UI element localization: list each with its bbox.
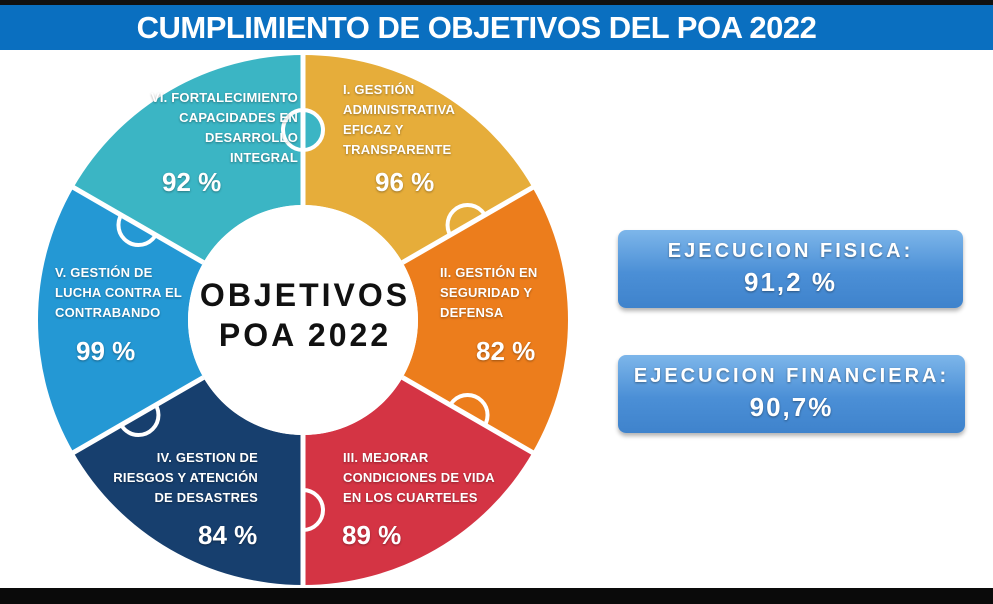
center-line-2: POA 2022 [218, 317, 392, 353]
segment-6-piece [73, 55, 303, 263]
segment-divider [401, 375, 536, 456]
segment-4-value: 84 % [198, 520, 258, 550]
segment-divider [401, 184, 536, 265]
segment-6-label: VI. FORTALECIMIENTO CAPACIDADES EN DESAR… [150, 90, 298, 165]
center-line-1: OBJETIVOS [199, 277, 411, 313]
ejecucion-fisica-value: 91,2 % [744, 267, 837, 297]
segment-3-value: 89 % [342, 520, 402, 550]
segment-1-label: I. GESTIÓN ADMINISTRATIVA EFICAZ Y TRANS… [343, 82, 456, 157]
ejecucion-fisica-label: EJECUCION FISICA: [667, 240, 914, 262]
center-title: OBJETIVOS POA 2022 [190, 275, 420, 355]
center-circle [188, 205, 418, 435]
segment-2-label: II. GESTIÓN EN SEGURIDAD Y DEFENSA [440, 265, 538, 320]
segment-2-piece [402, 187, 568, 453]
bottom-strip [0, 588, 993, 604]
segment-5-value: 99 % [76, 336, 136, 366]
segment-1-value: 96 % [375, 167, 435, 197]
ejecucion-financiera-value: 90,7% [749, 392, 834, 422]
segment-3-piece [303, 377, 533, 585]
segment-5-piece [37, 187, 204, 453]
segment-divider [70, 184, 205, 265]
ejecucion-financiera-label: EJECUCION FINANCIERA: [633, 365, 950, 387]
ejecucion-financiera-box: EJECUCION FINANCIERA: 90,7% [618, 355, 965, 433]
ejecucion-fisica-box: EJECUCION FISICA: 91,2 % [618, 230, 963, 308]
segment-divider [70, 375, 205, 456]
segment-5-label: V. GESTIÓN DE LUCHA CONTRA EL CONTRABAND… [55, 265, 182, 320]
top-strip [0, 0, 993, 5]
page-title: CUMPLIMIENTO DE OBJETIVOS DEL POA 2022 [136, 10, 817, 45]
segment-6-value: 92 % [162, 167, 222, 197]
segment-2-value: 82 % [476, 336, 536, 366]
segment-4-label: IV. GESTION DE RIESGOS Y ATENCIÓN DE DES… [113, 450, 258, 505]
segment-3-label: III. MEJORAR CONDICIONES DE VIDA EN LOS … [343, 450, 495, 505]
title-bar: CUMPLIMIENTO DE OBJETIVOS DEL POA 2022 [0, 5, 993, 50]
